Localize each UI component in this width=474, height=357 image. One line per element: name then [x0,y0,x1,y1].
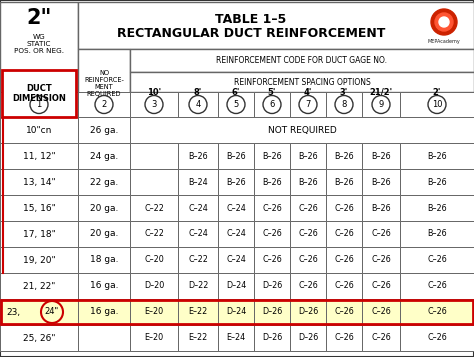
Text: 15, 16": 15, 16" [23,203,55,212]
Circle shape [95,96,113,114]
FancyBboxPatch shape [78,169,130,195]
FancyBboxPatch shape [362,92,400,117]
Text: 20 ga.: 20 ga. [90,230,118,238]
FancyBboxPatch shape [400,195,474,221]
FancyBboxPatch shape [78,273,130,299]
FancyBboxPatch shape [130,247,178,273]
Text: 7: 7 [305,100,310,109]
FancyBboxPatch shape [290,273,326,299]
FancyBboxPatch shape [0,273,474,299]
Text: C–26: C–26 [427,333,447,342]
FancyBboxPatch shape [130,169,178,195]
FancyBboxPatch shape [362,273,400,299]
Text: B–26: B–26 [298,151,318,161]
Text: B–24: B–24 [188,177,208,186]
FancyBboxPatch shape [78,195,130,221]
FancyBboxPatch shape [290,92,326,117]
FancyBboxPatch shape [218,195,254,221]
Text: WG
STATIC
POS. OR NEG.: WG STATIC POS. OR NEG. [14,34,64,54]
FancyBboxPatch shape [218,143,254,169]
Text: C–26: C–26 [427,282,447,291]
Circle shape [439,17,449,27]
FancyBboxPatch shape [326,247,362,273]
FancyBboxPatch shape [78,49,130,117]
Text: D–22: D–22 [188,282,208,291]
Text: 26 ga.: 26 ga. [90,126,118,135]
FancyBboxPatch shape [78,143,130,169]
Text: 18 ga.: 18 ga. [90,256,118,265]
FancyBboxPatch shape [178,299,218,325]
Text: C–26: C–26 [334,256,354,265]
FancyBboxPatch shape [130,195,178,221]
FancyBboxPatch shape [178,169,218,195]
Text: B–26: B–26 [371,177,391,186]
Text: B–26: B–26 [298,177,318,186]
Text: 25, 26": 25, 26" [23,333,55,342]
Circle shape [30,96,48,114]
Text: C–22: C–22 [188,256,208,265]
Text: 2: 2 [101,100,107,109]
FancyBboxPatch shape [130,92,178,117]
Text: B–26: B–26 [226,177,246,186]
FancyBboxPatch shape [218,325,254,351]
Text: 8': 8' [194,87,202,96]
FancyBboxPatch shape [218,221,254,247]
FancyBboxPatch shape [0,92,78,117]
Text: B–26: B–26 [427,203,447,212]
FancyBboxPatch shape [78,2,474,49]
Text: 5': 5' [268,87,276,96]
Text: 3': 3' [340,87,348,96]
Circle shape [263,96,281,114]
Text: D–20: D–20 [144,282,164,291]
FancyBboxPatch shape [290,221,326,247]
Text: 19, 20": 19, 20" [23,256,55,265]
FancyBboxPatch shape [254,325,290,351]
Text: NOT REQUIRED: NOT REQUIRED [268,126,337,135]
Text: 24 ga.: 24 ga. [90,151,118,161]
Circle shape [428,96,446,114]
Text: C–22: C–22 [144,230,164,238]
FancyBboxPatch shape [254,195,290,221]
FancyBboxPatch shape [362,221,400,247]
Text: C–20: C–20 [144,256,164,265]
Text: D–24: D–24 [226,307,246,317]
Text: 10"cn: 10"cn [26,126,52,135]
FancyBboxPatch shape [326,221,362,247]
Text: C–24: C–24 [226,256,246,265]
FancyBboxPatch shape [326,195,362,221]
FancyBboxPatch shape [400,221,474,247]
FancyBboxPatch shape [218,169,254,195]
Text: C–26: C–26 [371,333,391,342]
FancyBboxPatch shape [130,273,178,299]
Text: C–26: C–26 [334,230,354,238]
Text: B–26: B–26 [226,151,246,161]
FancyBboxPatch shape [0,195,78,221]
Text: C–26: C–26 [371,256,391,265]
FancyBboxPatch shape [326,299,362,325]
FancyBboxPatch shape [400,143,474,169]
FancyBboxPatch shape [0,195,474,221]
FancyBboxPatch shape [218,273,254,299]
FancyBboxPatch shape [78,299,130,325]
Text: E–20: E–20 [145,333,164,342]
FancyBboxPatch shape [0,117,78,143]
FancyBboxPatch shape [0,117,474,143]
FancyBboxPatch shape [130,72,474,92]
Circle shape [431,9,457,35]
FancyBboxPatch shape [290,299,326,325]
Text: E–22: E–22 [188,333,208,342]
Text: 6: 6 [269,100,275,109]
Text: 1: 1 [36,100,42,109]
Text: C–26: C–26 [427,307,447,317]
Text: 16 ga.: 16 ga. [90,307,118,317]
Text: C–26: C–26 [298,203,318,212]
FancyBboxPatch shape [2,70,76,117]
FancyBboxPatch shape [0,169,474,195]
FancyBboxPatch shape [326,169,362,195]
Text: REINFORCEMENT SPACING OPTIONS: REINFORCEMENT SPACING OPTIONS [234,77,370,86]
Text: 2": 2" [27,8,52,28]
Text: 4': 4' [304,87,312,96]
Text: C–26: C–26 [334,333,354,342]
Text: B–26: B–26 [427,177,447,186]
